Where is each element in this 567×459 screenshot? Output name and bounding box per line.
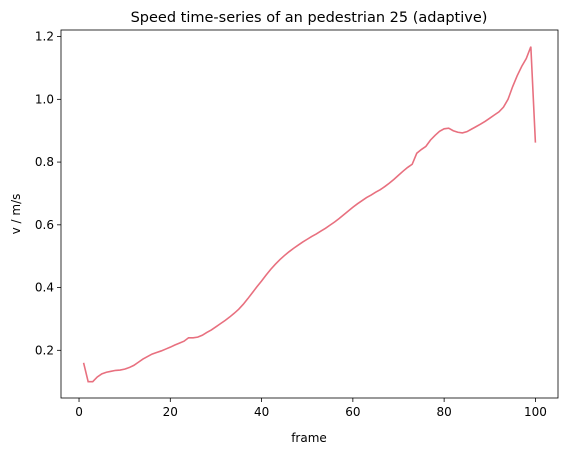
- x-tick-label: 80: [436, 405, 451, 419]
- x-tick-label: 40: [254, 405, 269, 419]
- y-tick-label: 0.8: [35, 155, 54, 169]
- y-tick-label: 0.6: [35, 218, 54, 232]
- x-tick-label: 20: [163, 405, 178, 419]
- line: [82, 46, 537, 383]
- y-tick-label: 1.2: [35, 30, 54, 44]
- x-tick-label: 60: [345, 405, 360, 419]
- x-tick-label: 100: [524, 405, 547, 419]
- y-tick-label: 0.2: [35, 343, 54, 357]
- plot-frame: [60, 29, 559, 399]
- chart-title: Speed time-series of an pedestrian 25 (a…: [131, 10, 488, 26]
- x-axis-label: frame: [291, 431, 327, 445]
- x-tick-label: 0: [75, 405, 83, 419]
- y-axis-label: v / m/s: [9, 194, 23, 235]
- y-tick-label: 0.4: [35, 281, 54, 295]
- y-tick-label: 1.0: [35, 92, 54, 106]
